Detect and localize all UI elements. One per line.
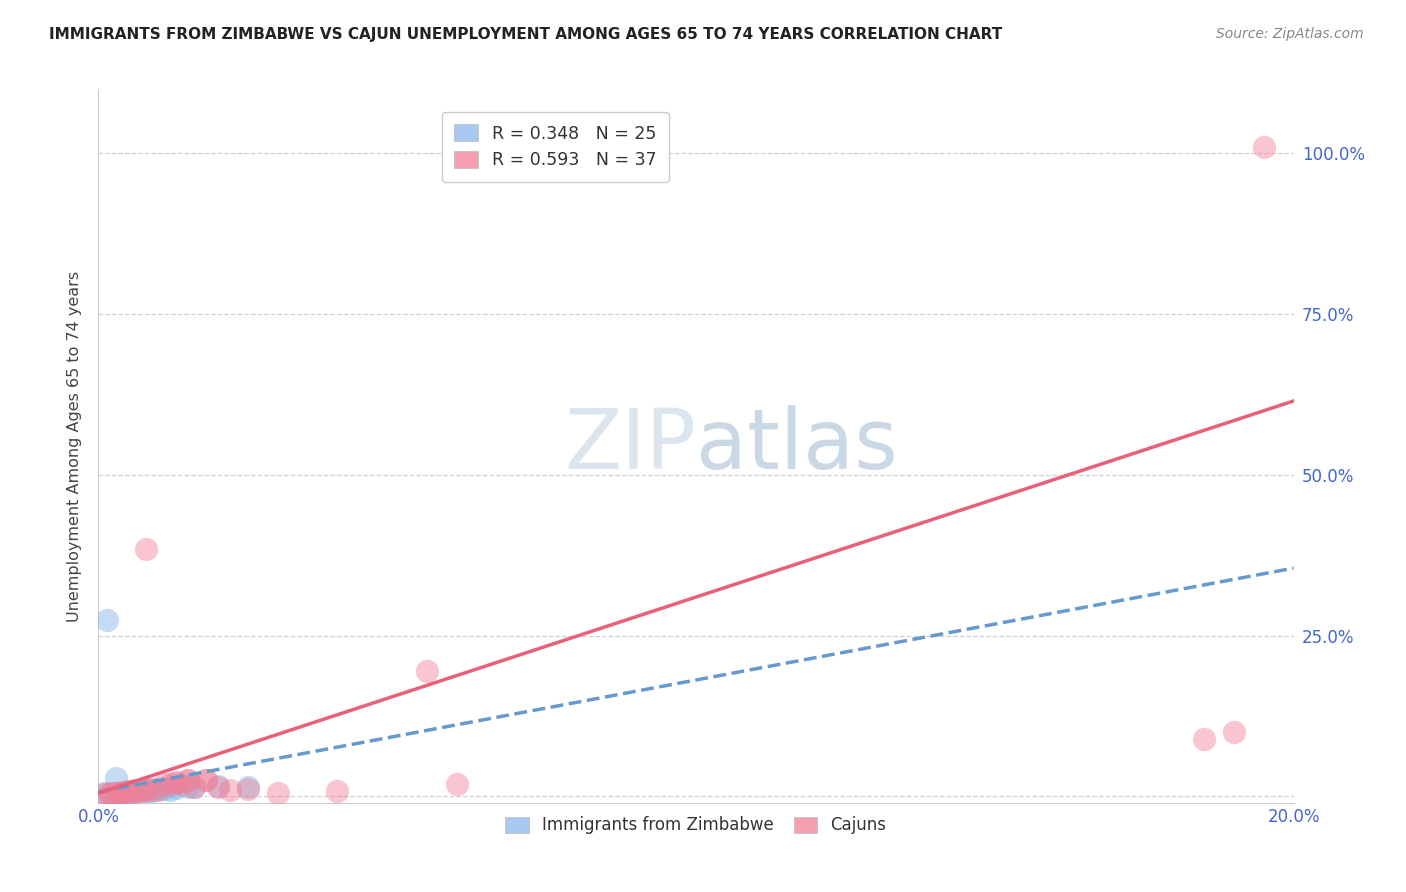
Point: [96, 613, 118, 627]
Point: [111, 786, 134, 800]
Point: [117, 784, 139, 798]
Point: [129, 783, 152, 797]
Point: [1223, 725, 1246, 739]
Point: [141, 783, 163, 797]
Point: [165, 780, 187, 795]
Point: [117, 784, 139, 798]
Point: [236, 780, 259, 794]
Point: [183, 780, 205, 794]
Point: [117, 785, 139, 799]
Point: [135, 541, 157, 556]
Point: [98, 786, 122, 800]
Point: [236, 781, 259, 796]
Point: [153, 781, 176, 796]
Point: [135, 784, 157, 798]
Text: atlas: atlas: [696, 406, 897, 486]
Point: [159, 777, 181, 791]
Text: Source: ZipAtlas.com: Source: ZipAtlas.com: [1216, 27, 1364, 41]
Point: [177, 773, 200, 788]
Point: [93, 786, 115, 800]
Point: [183, 780, 205, 794]
Point: [141, 782, 163, 797]
Point: [165, 775, 187, 789]
Legend: Immigrants from Zimbabwe, Cajuns: Immigrants from Zimbabwe, Cajuns: [495, 806, 897, 845]
Point: [105, 785, 128, 799]
Point: [111, 785, 134, 799]
Point: [172, 776, 194, 790]
Point: [135, 782, 157, 797]
Point: [219, 783, 242, 797]
Point: [111, 785, 134, 799]
Point: [105, 786, 128, 800]
Point: [195, 772, 218, 787]
Point: [129, 783, 152, 797]
Point: [105, 772, 128, 786]
Y-axis label: Unemployment Among Ages 65 to 74 years: Unemployment Among Ages 65 to 74 years: [67, 270, 83, 622]
Point: [153, 776, 176, 790]
Point: [98, 787, 122, 801]
Point: [267, 786, 290, 800]
Point: [159, 783, 181, 797]
Point: [148, 783, 170, 797]
Point: [129, 783, 152, 797]
Point: [165, 776, 187, 790]
Point: [416, 664, 439, 678]
Point: [141, 783, 163, 797]
Point: [98, 787, 122, 801]
Point: [135, 784, 157, 798]
Point: [135, 781, 157, 796]
Point: [148, 782, 170, 797]
Point: [93, 788, 115, 802]
Point: [124, 783, 146, 797]
Point: [207, 779, 229, 793]
Text: ZIP: ZIP: [564, 406, 696, 486]
Point: [124, 784, 146, 798]
Point: [1192, 731, 1215, 746]
Point: [124, 785, 146, 799]
Point: [1253, 140, 1275, 154]
Point: [124, 785, 146, 799]
Point: [117, 785, 139, 799]
Point: [326, 784, 349, 798]
Point: [195, 773, 218, 788]
Point: [207, 780, 229, 794]
Text: IMMIGRANTS FROM ZIMBABWE VS CAJUN UNEMPLOYMENT AMONG AGES 65 TO 74 YEARS CORRELA: IMMIGRANTS FROM ZIMBABWE VS CAJUN UNEMPL…: [49, 27, 1002, 42]
Point: [177, 780, 200, 795]
Point: [177, 772, 200, 787]
Point: [105, 785, 128, 799]
Point: [446, 776, 468, 790]
Point: [105, 788, 128, 802]
